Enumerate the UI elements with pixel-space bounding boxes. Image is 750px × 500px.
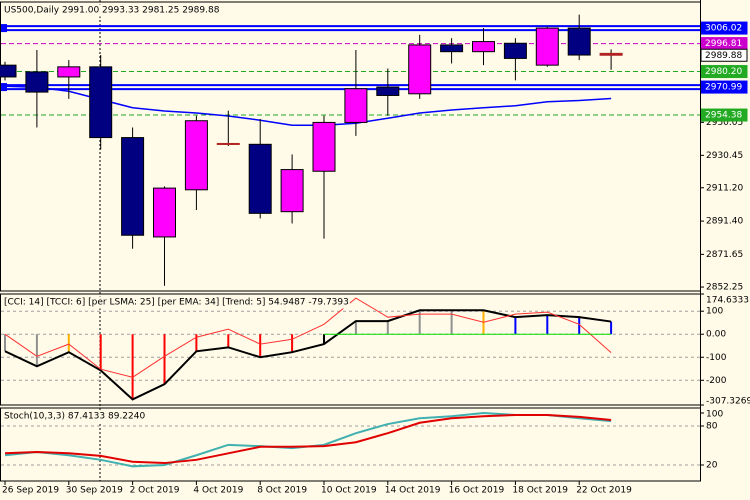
y-tick-label: 174.6333 xyxy=(706,296,749,306)
candle-body xyxy=(25,71,49,93)
candle-body xyxy=(184,120,208,191)
level-label: 2954.38 xyxy=(705,111,742,121)
pane-title-bg xyxy=(3,296,350,309)
candle-body xyxy=(408,44,432,95)
y-tick-label: 100 xyxy=(706,410,723,420)
candle-body xyxy=(0,64,17,78)
x-tick-label: 26 Sep 2019 xyxy=(2,486,59,496)
candle-body xyxy=(567,27,591,56)
y-tick-label: -100 xyxy=(706,353,727,363)
candle-body xyxy=(376,86,400,96)
candle-body xyxy=(535,27,559,66)
level-label: 2970.99 xyxy=(705,83,742,93)
y-tick-label: 2930.45 xyxy=(706,151,743,161)
x-tick-label: 2 Oct 2019 xyxy=(130,486,180,496)
level-anchor xyxy=(1,24,7,33)
x-tick-label: 10 Oct 2019 xyxy=(321,486,377,496)
level-label: 2996.81 xyxy=(705,39,742,49)
y-tick-label: 20 xyxy=(706,461,718,471)
candle-body xyxy=(280,169,304,213)
y-tick-label: 2950.05 xyxy=(706,118,743,128)
candle-body xyxy=(440,44,464,53)
y-tick-label: 2891.40 xyxy=(706,217,743,227)
x-tick-label: 22 Oct 2019 xyxy=(576,486,632,496)
candle-body xyxy=(344,88,368,123)
pane-title-bg xyxy=(3,4,221,17)
level-label: 2989.88 xyxy=(705,51,742,61)
x-tick-label: 14 Oct 2019 xyxy=(385,486,441,496)
y-tick-label: 80 xyxy=(706,422,718,432)
candle-body xyxy=(312,121,336,172)
y-tick-label: 2871.65 xyxy=(706,250,743,260)
pane-title: [CCI: 14] [TCCI: 6] [per LSMA: 25] [per … xyxy=(4,298,349,308)
level-label: 3006.02 xyxy=(705,24,742,34)
pane-title: Stoch(10,3,3) 87.4133 89.2240 xyxy=(4,412,145,422)
candle-body xyxy=(216,142,240,145)
candle-body xyxy=(472,41,495,53)
candle-body xyxy=(121,137,145,236)
series-line xyxy=(4,297,612,378)
x-tick-label: 30 Sep 2019 xyxy=(66,486,123,496)
candle-body xyxy=(599,52,623,56)
candle-body xyxy=(57,66,81,78)
level-anchor xyxy=(1,83,7,92)
pane-title-bg xyxy=(3,410,147,423)
candle-body xyxy=(153,187,176,238)
y-tick-label: -200 xyxy=(706,376,727,386)
y-tick-label: 2911.20 xyxy=(706,183,743,193)
y-tick-label: -307.3269 xyxy=(706,397,750,407)
x-tick-label: 4 Oct 2019 xyxy=(193,486,243,496)
x-tick-label: 16 Oct 2019 xyxy=(449,486,505,496)
candle-body xyxy=(248,143,272,214)
x-tick-label: 8 Oct 2019 xyxy=(257,486,307,496)
series-line xyxy=(4,413,612,465)
level-label: 2980.20 xyxy=(705,67,742,77)
y-tick-label: 0.00 xyxy=(706,330,726,340)
candle-body xyxy=(89,66,113,139)
y-tick-label: 2852.25 xyxy=(706,283,743,293)
x-tick-label: 18 Oct 2019 xyxy=(512,486,568,496)
candle-body xyxy=(503,42,527,59)
pane-title: US500,Daily 2991.00 2993.33 2981.25 2989… xyxy=(4,6,220,16)
y-tick-label: 100 xyxy=(706,307,723,317)
